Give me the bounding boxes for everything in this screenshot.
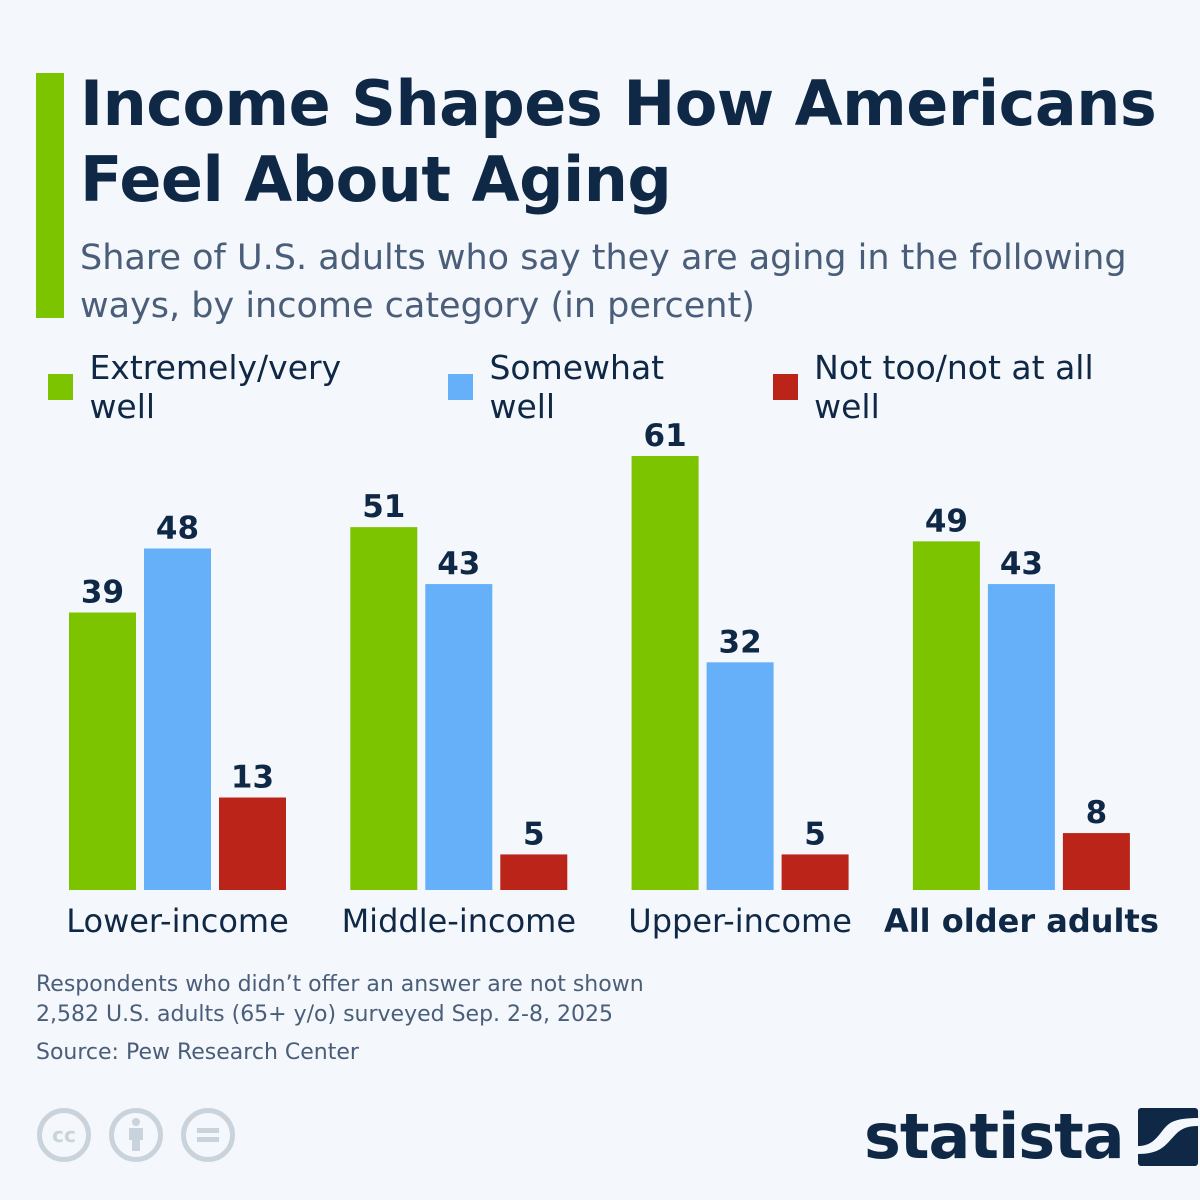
legend-item: Extremely/very well (48, 348, 410, 426)
category-label: Middle-income (342, 902, 576, 940)
data-label: 8 (1086, 795, 1108, 831)
chart-title: Income Shapes How Americans Feel About A… (80, 67, 1157, 216)
source: Source: Pew Research Center (36, 1040, 359, 1065)
legend-swatch-red (772, 374, 799, 400)
bar-chart: 39 48 13 Lower-income 51 43 5 Middle-income 61 32… (66, 418, 1159, 940)
attribution-icon[interactable] (109, 1108, 163, 1162)
legend-swatch-green (48, 374, 74, 400)
data-label: 32 (719, 624, 762, 660)
bar (69, 612, 136, 890)
data-label: 43 (437, 546, 480, 582)
legend: Extremely/very well Somewhat well Not to… (48, 348, 1200, 426)
bar (350, 527, 418, 890)
data-label: 13 (231, 760, 274, 796)
data-label: 49 (925, 503, 968, 539)
data-label: 5 (523, 816, 545, 852)
bar (912, 541, 980, 890)
data-label: 43 (1000, 546, 1043, 582)
bar (781, 854, 849, 890)
data-label: 61 (644, 418, 687, 454)
survey-info: 2,582 U.S. adults (65+ y/o) surveyed Sep… (36, 1002, 613, 1027)
footnote: Respondents who didn’t offer an answer a… (36, 972, 644, 997)
bar (631, 455, 699, 890)
logo-wordmark: statista (864, 1100, 1125, 1173)
bar (219, 797, 286, 890)
bar (144, 548, 211, 890)
title-accent-bar (36, 73, 64, 318)
cc-icon[interactable]: cc (37, 1108, 91, 1162)
bar (425, 584, 493, 890)
chart-subtitle: Share of U.S. adults who say they are ag… (80, 238, 1127, 326)
data-label: 48 (156, 510, 199, 546)
bar (500, 854, 568, 890)
data-label: 5 (804, 816, 826, 852)
bar (1062, 833, 1130, 890)
data-label: 51 (362, 489, 405, 525)
no-derivatives-icon[interactable] (181, 1108, 235, 1162)
bar (987, 584, 1055, 890)
category-label: All older adults (884, 902, 1159, 940)
legend-label: Somewhat well (489, 348, 665, 426)
category-label: Upper-income (628, 902, 852, 940)
bar (706, 662, 774, 890)
logo-mark-icon (1137, 1107, 1198, 1166)
legend-item: Not too/not at all well (772, 348, 1162, 426)
legend-label: Not too/not at all well (814, 348, 1094, 426)
legend-label: Extremely/very well (89, 348, 342, 426)
category-label: Lower-income (66, 902, 289, 940)
statista-logo[interactable]: statista (864, 1100, 1198, 1173)
data-label: 39 (81, 575, 124, 611)
legend-item: Somewhat well (448, 348, 735, 426)
legend-swatch-blue (448, 374, 474, 400)
